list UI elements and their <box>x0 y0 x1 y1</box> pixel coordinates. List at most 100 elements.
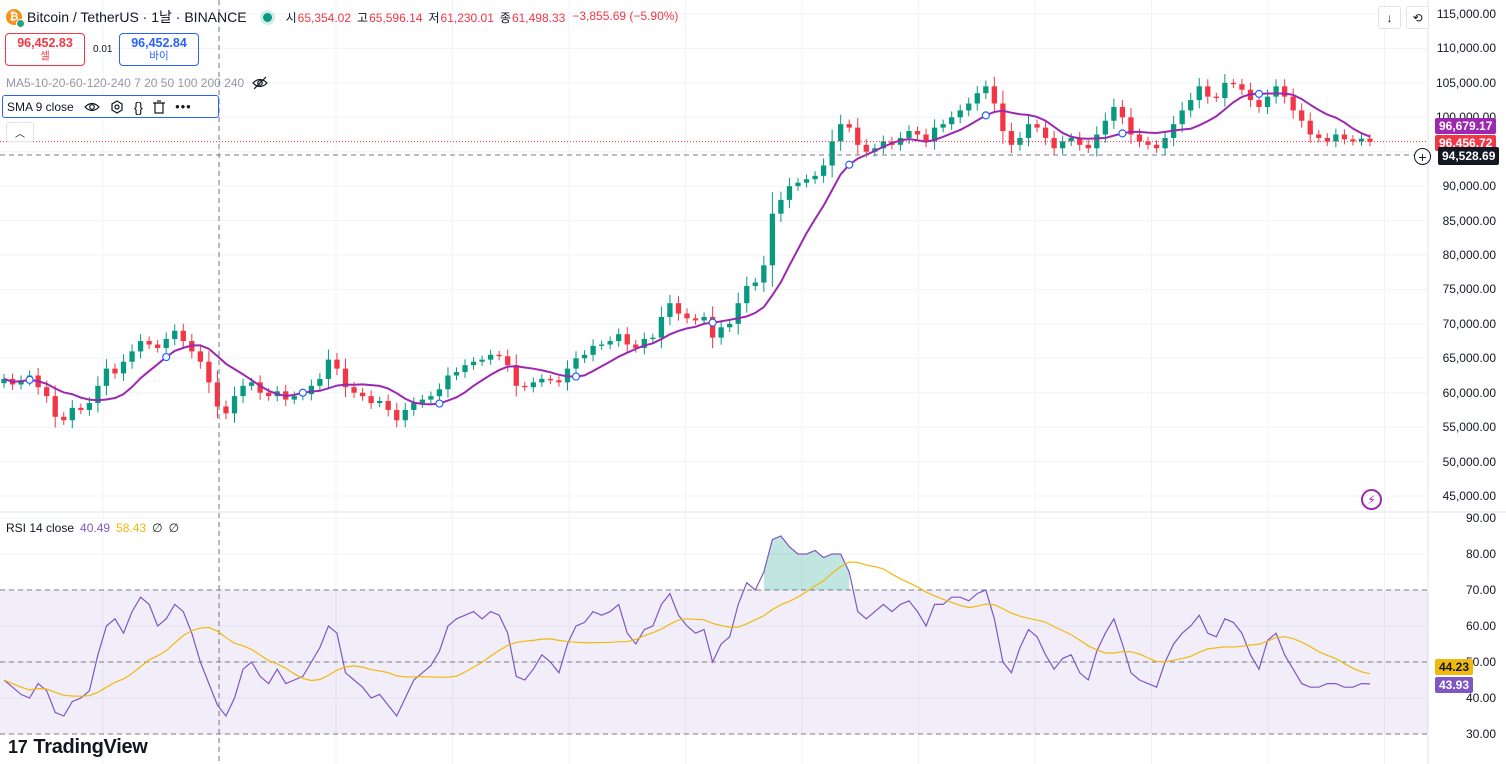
rsi-line <box>3 535 1371 718</box>
open-key: 시 <box>285 10 297 25</box>
gear-icon[interactable] <box>110 99 124 114</box>
candle-body <box>1358 138 1365 142</box>
chevron-up-icon[interactable]: ︿ <box>6 122 34 142</box>
price-tick-label: 90,000.00 <box>1442 179 1496 194</box>
candle-body <box>607 341 613 345</box>
open-value: 65,354.02 <box>297 10 352 25</box>
candle-body <box>931 127 938 142</box>
candle-body <box>462 365 468 373</box>
candle-body <box>351 387 357 393</box>
sma-marker <box>708 318 717 327</box>
eye-off-icon[interactable] <box>252 76 269 90</box>
buy-button[interactable]: 96,452.84 바이 <box>119 33 199 66</box>
candle-body <box>257 382 263 393</box>
candle-body <box>197 351 204 362</box>
candle-body <box>880 141 887 149</box>
candle-body <box>103 368 110 386</box>
candle-body <box>855 127 861 145</box>
tradingview-mark-icon: 17 <box>8 737 28 757</box>
candle-body <box>317 378 323 386</box>
candle-body <box>658 316 665 338</box>
rsi-pane <box>0 535 1428 735</box>
candle-body <box>957 110 963 118</box>
plus-icon[interactable]: + <box>1414 148 1431 165</box>
candle-body <box>155 344 161 348</box>
more-icon[interactable]: ••• <box>175 99 192 114</box>
candle-body <box>966 103 972 111</box>
buy-price: 96,452.84 <box>131 36 187 50</box>
sma-marker <box>435 399 444 408</box>
sma-marker <box>981 111 990 120</box>
candle-body <box>803 179 810 183</box>
candle-body <box>1213 96 1219 99</box>
price-pane <box>0 0 1428 764</box>
price-tick-label: 60,000.00 <box>1442 385 1496 400</box>
candle-body <box>709 316 716 338</box>
spread-value: 0.01 <box>93 44 113 55</box>
candle-body <box>846 124 852 128</box>
high-value: 65,596.14 <box>369 10 423 25</box>
lightning-icon[interactable]: ⚡ <box>1361 489 1382 510</box>
candle-body <box>163 339 169 348</box>
candle-body <box>1273 86 1279 97</box>
candle-body <box>334 359 340 369</box>
rsi-tick-label: 60.00 <box>1465 619 1496 633</box>
ma-legend[interactable]: MA5-10-20-60-120-240 7 20 50 100 200 240 <box>6 76 269 90</box>
rsi-label: RSI 14 close <box>6 521 75 535</box>
rsi-extra-2: ∅ <box>168 521 180 535</box>
candle-body <box>1281 86 1288 97</box>
candle-body <box>1179 110 1185 125</box>
eye-icon[interactable] <box>83 101 100 113</box>
candle-body <box>735 303 741 324</box>
candle-body <box>701 316 707 321</box>
candle-body <box>1060 141 1066 149</box>
sell-button[interactable]: 96,452.83 셀 <box>5 33 85 66</box>
candle-body <box>44 387 50 397</box>
sma-label: SMA 9 close <box>7 99 74 114</box>
candle-body <box>411 403 417 410</box>
candle-body <box>206 361 212 383</box>
candle-body <box>1025 124 1032 138</box>
candle-body <box>496 354 502 357</box>
candle-body <box>949 117 955 125</box>
download-icon[interactable]: ↓ <box>1378 6 1401 29</box>
low-key: 저 <box>428 10 440 25</box>
price-tick-label: 70,000.00 <box>1442 316 1496 331</box>
candle-body <box>616 334 622 342</box>
candle-body <box>778 199 784 214</box>
code-icon[interactable]: {} <box>133 98 144 115</box>
candle-body <box>86 403 93 410</box>
rsi-value: 40.49 <box>80 521 111 535</box>
rsi-legend[interactable]: RSI 14 close 40.49 58.43 ∅ ∅ <box>6 521 179 535</box>
candle-body <box>590 345 596 355</box>
price-tick-label: 80,000.00 <box>1442 248 1496 262</box>
sma-marker <box>25 375 34 384</box>
candle-body <box>1068 137 1074 142</box>
candle-body <box>1367 138 1373 142</box>
rsi-ma-value: 58.43 <box>116 521 147 535</box>
rsi-tick-label: 30.00 <box>1465 727 1496 741</box>
candle-body <box>342 368 349 388</box>
candle-body <box>69 407 75 421</box>
candle-body <box>240 385 246 397</box>
rsi-tick-label: 40.00 <box>1465 691 1496 705</box>
candle-body <box>18 380 24 385</box>
sma-legend[interactable]: SMA 9 close {} ••• <box>2 95 219 118</box>
low-value: 61,230.01 <box>440 10 494 25</box>
candle-body <box>487 354 494 360</box>
trash-icon[interactable] <box>153 99 166 114</box>
candle-body <box>641 339 647 348</box>
candle-body <box>146 341 152 345</box>
candle-body <box>1333 134 1339 142</box>
tradingview-logo: 17 TradingView <box>8 736 148 759</box>
candle-body <box>1085 144 1091 149</box>
candle-body <box>983 86 989 94</box>
candle-body <box>428 396 434 400</box>
close-key: 종 <box>499 10 511 25</box>
candle-body <box>838 124 844 142</box>
symbol-title[interactable]: Bitcoin / TetherUS · 1날 · BINANCE <box>27 9 247 25</box>
candle-body <box>761 265 767 283</box>
fullscreen-icon[interactable]: ⟲ <box>1406 6 1429 29</box>
candle-body <box>786 186 793 200</box>
